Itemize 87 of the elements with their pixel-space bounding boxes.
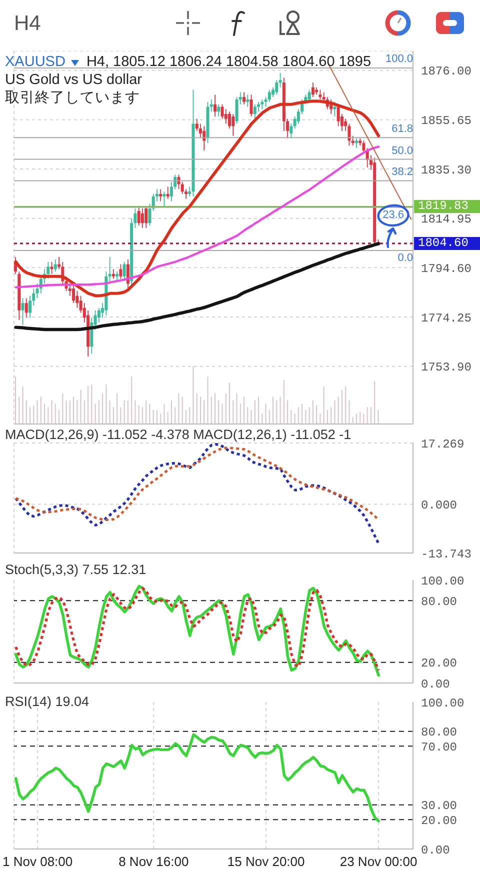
y-tick-label: 0.00 <box>421 677 450 692</box>
y-tick-label: 1794.60 <box>421 262 472 276</box>
candlestick <box>108 256 112 282</box>
candlestick <box>119 264 122 280</box>
text: US Gold vs US dollar <box>5 72 142 89</box>
y-tick-label: 1753.90 <box>421 360 472 375</box>
candlestick <box>308 89 311 102</box>
candlestick <box>72 283 76 304</box>
line-series <box>14 242 380 332</box>
y-tick-label: 100.00 <box>421 696 464 710</box>
x-tick-label: 8 Nov 16:00 <box>118 854 189 870</box>
candlestick <box>68 283 72 296</box>
candlestick <box>351 135 354 146</box>
y-tick-label: -13.743 <box>421 547 472 562</box>
x-tick-label: 15 Nov 20:00 <box>227 854 305 870</box>
chart-title: MACD(12,26,9) -11.052 -4.378 MACD(12,26,1) -11.052 -1 <box>5 427 352 443</box>
annotation: H4, 1805.12 1806.24 1804.58 1804.60 1895 <box>86 54 372 71</box>
y-tick-label: 1876.00 <box>421 64 472 79</box>
candlestick <box>122 261 126 280</box>
ref-line-label: 50.0 <box>392 144 413 157</box>
candlestick <box>217 104 220 117</box>
candlestick <box>140 208 144 228</box>
ref-line-label: 38.2 <box>392 166 413 178</box>
y-tick-label: 1814.95 <box>421 212 472 227</box>
y-tick-label: 30.00 <box>421 799 458 814</box>
y-tick-label: 0.000 <box>421 498 458 513</box>
ref-line-label: 0.0 <box>398 252 413 264</box>
candlestick <box>24 298 28 318</box>
y-tick-label: 20.00 <box>421 656 458 671</box>
candlestick <box>348 123 351 146</box>
candlestick <box>311 82 314 98</box>
ref-line-label: 61.8 <box>392 123 413 136</box>
candlestick <box>268 89 271 102</box>
candlestick <box>177 174 180 190</box>
x-tick-label: 23 Nov 00:00 <box>340 854 418 870</box>
candlestick <box>246 94 250 108</box>
candlestick <box>54 258 57 272</box>
y-tick-label: 70.00 <box>421 740 458 754</box>
ref-line-label: 1819.83 <box>414 199 480 214</box>
candlestick <box>330 99 333 114</box>
candlestick <box>162 191 166 207</box>
candlestick <box>112 268 115 280</box>
y-tick-label: 80.00 <box>421 726 458 740</box>
candlestick <box>275 80 278 96</box>
chart-title: Stoch(5,3,3) 7.55 12.31 <box>5 562 146 578</box>
y-tick-label: 80.00 <box>421 594 458 609</box>
candlestick <box>354 138 358 148</box>
y-tick-label: 20.00 <box>421 814 458 828</box>
candlestick <box>46 261 50 280</box>
candlestick <box>260 99 264 110</box>
line-series <box>14 733 380 822</box>
line-series <box>14 446 380 522</box>
candlestick <box>50 261 54 274</box>
y-tick-label: 100.00 <box>421 574 464 588</box>
ref-line-label: 1804.60 <box>414 236 480 250</box>
candlestick <box>333 101 336 117</box>
candlestick <box>214 94 216 117</box>
ref-line-label: 100.0 <box>385 53 413 66</box>
candlestick <box>159 188 162 202</box>
candlestick <box>242 92 246 105</box>
y-tick-label: 1774.25 <box>421 311 472 326</box>
candlestick <box>21 298 24 326</box>
annotation: 取引終了しています <box>5 90 140 107</box>
candlestick <box>137 206 140 226</box>
candlestick <box>290 123 293 139</box>
candlestick <box>224 108 228 124</box>
text: H4 <box>14 12 41 36</box>
candlestick <box>318 89 322 100</box>
candlestick <box>362 140 366 154</box>
candlestick <box>166 186 170 200</box>
line-series <box>14 146 380 288</box>
candlestick <box>144 206 148 228</box>
candlestick <box>278 72 282 88</box>
ref-line-label: 23.6 <box>382 208 404 221</box>
y-tick-label: 1855.65 <box>421 114 472 128</box>
x-tick-label: 1 Nov 08:00 <box>2 854 73 870</box>
candlestick <box>253 104 256 120</box>
candlestick <box>148 203 152 226</box>
line-series <box>14 443 380 545</box>
candlestick <box>250 94 253 117</box>
candlestick <box>220 104 224 120</box>
chart-title: RSI(14) 19.04 <box>5 694 90 710</box>
y-tick-label: 17.269 <box>421 437 464 452</box>
chart-title: XAUUSD <box>5 54 66 71</box>
candlestick <box>232 114 235 136</box>
y-tick-label: 1835.30 <box>421 163 472 178</box>
y-tick-label: 0.00 <box>421 843 450 858</box>
